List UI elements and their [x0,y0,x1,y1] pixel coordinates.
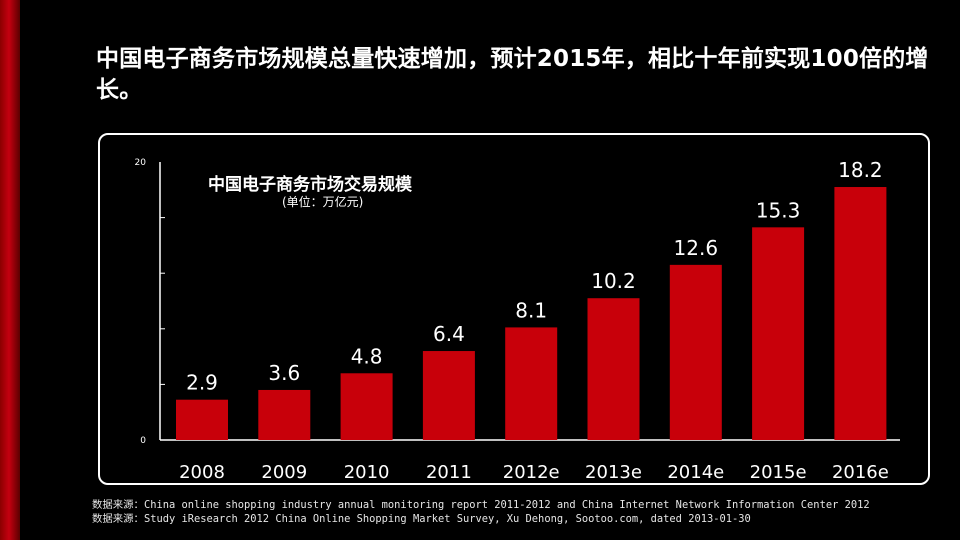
x-tick-label: 2013e [585,462,642,483]
bar-value-label: 12.6 [674,236,719,260]
bar [340,373,393,440]
bar-value-label: 15.3 [756,198,801,222]
source-line-2: 数据来源：Study iResearch 2012 China Online S… [92,513,751,525]
bar [669,264,722,440]
bar-value-label: 10.2 [591,269,636,293]
bar [752,227,805,440]
bar-value-label: 3.6 [268,361,300,385]
x-tick-label: 2009 [261,462,307,483]
x-tick-label: 2016e [832,462,889,483]
bar [587,298,640,440]
bar [505,327,558,440]
x-tick-label: 2015e [750,462,807,483]
source-notes: 数据来源：China online shopping industry annu… [92,498,870,526]
y-tick-label: 0 [140,436,146,446]
bar-value-label: 2.9 [186,371,218,395]
bar [176,399,228,440]
side-accent-stripe [0,0,20,540]
bar-value-label: 18.2 [838,158,883,182]
bar-value-label: 8.1 [515,298,547,322]
x-tick-label: 2011 [426,462,472,483]
y-tick-label: 20 [135,158,147,168]
bar-value-label: 6.4 [433,322,465,346]
x-tick-label: 2008 [179,462,225,483]
x-tick-label: 2010 [344,462,390,483]
chart-frame [98,133,930,485]
source-line-1: 数据来源：China online shopping industry annu… [92,499,870,511]
bar [422,351,475,440]
bar [258,389,311,440]
x-tick-label: 2012e [503,462,560,483]
slide-title: 中国电子商务市场规模总量快速增加，预计2015年，相比十年前实现100倍的增长。 [96,46,929,103]
chart-title: 中国电子商务市场交易规模 [208,175,412,195]
bar [834,187,887,440]
x-tick-label: 2014e [667,462,724,483]
chart-unit-label: (单位：万亿元) [282,195,364,209]
bar-value-label: 4.8 [351,344,383,368]
